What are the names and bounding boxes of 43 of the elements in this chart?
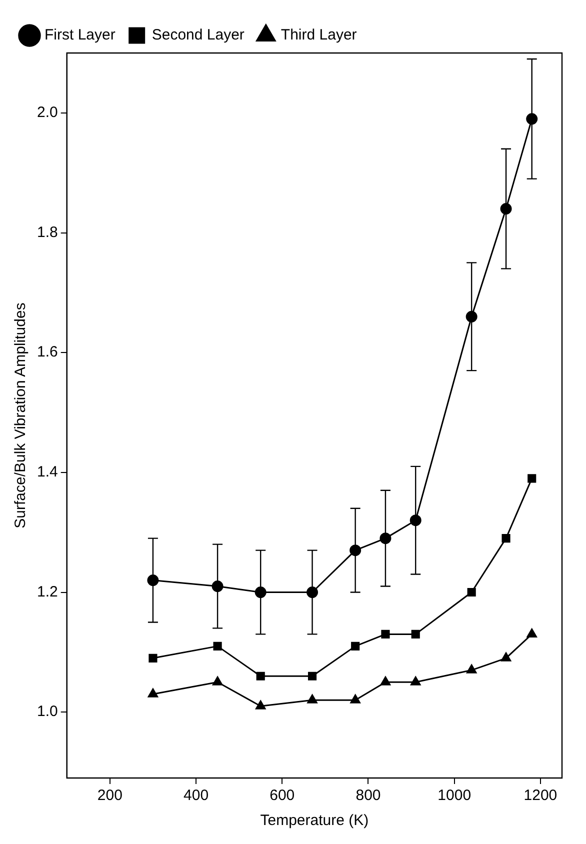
y-tick-label: 1.0 (36, 703, 58, 720)
y-tick-label: 1.6 (36, 344, 58, 361)
point (350, 694, 360, 704)
y-tick-label: 1.2 (36, 583, 58, 600)
point (466, 664, 477, 674)
legend-label: Second Layer (152, 26, 244, 44)
x-tick-label: 1200 (524, 787, 558, 804)
point (256, 700, 266, 710)
point (212, 580, 224, 592)
x-axis-title: Temperature (K) (260, 812, 369, 830)
x-tick-label: 1000 (438, 787, 472, 804)
x-tick-label: 200 (97, 787, 122, 804)
point (381, 630, 390, 638)
point (500, 652, 512, 662)
point (526, 628, 537, 638)
x-tick-label: 800 (356, 787, 381, 804)
y-tick-label: 1.8 (36, 224, 58, 241)
point (148, 654, 158, 662)
legend-label: Third Layer (280, 26, 357, 44)
point (307, 694, 318, 704)
point (528, 474, 536, 483)
x-tick-label: 600 (270, 787, 295, 804)
y-tick-label: 1.4 (36, 464, 58, 481)
y-tick-label: 2.0 (36, 104, 58, 122)
point (410, 514, 422, 526)
point (148, 688, 158, 698)
point (467, 588, 476, 597)
point (466, 310, 478, 322)
y-axis-title: Surface/Bulk Vibration Amplitudes (12, 302, 30, 528)
point (256, 672, 265, 680)
point (380, 676, 391, 686)
point (308, 672, 317, 680)
point (411, 630, 420, 638)
point (526, 113, 538, 125)
point (380, 532, 392, 544)
point (351, 642, 360, 650)
point (212, 676, 223, 686)
point (410, 676, 421, 686)
point (213, 642, 222, 650)
point (502, 534, 510, 543)
x-tick-label: 400 (184, 787, 209, 804)
point (254, 586, 266, 598)
legend-label: First Layer (44, 26, 116, 44)
